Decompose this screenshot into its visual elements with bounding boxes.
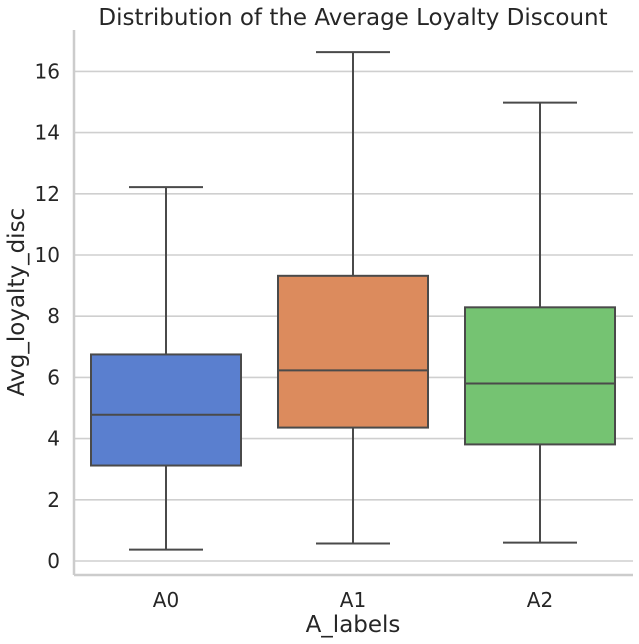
iqr-box [277, 274, 429, 429]
iqr-box [90, 353, 242, 467]
y-tick-label: 16 [35, 59, 60, 83]
x-tick-label: A2 [527, 588, 553, 612]
y-tick-label: 10 [35, 243, 60, 267]
x-tick-label: A0 [153, 588, 179, 612]
x-tick-labels: A0 A1 A2 [153, 588, 553, 612]
box-A0 [90, 186, 242, 551]
x-axis-label: A_labels [306, 612, 401, 638]
y-tick-label: 8 [47, 304, 60, 328]
y-tick-label: 2 [47, 488, 60, 512]
y-tick-label: 14 [35, 121, 60, 145]
y-tick-label: 4 [47, 427, 60, 451]
y-tick-label: 0 [47, 549, 60, 573]
box-A2 [464, 101, 616, 544]
box-A1 [277, 51, 429, 545]
y-axis-label: Avg_loyalty_disc [4, 208, 30, 396]
boxes [90, 51, 616, 551]
y-tick-label: 6 [47, 365, 60, 389]
chart-title: Distribution of the Average Loyalty Disc… [98, 5, 607, 31]
x-tick-label: A1 [340, 588, 366, 612]
y-tick-labels: 0 2 4 6 8 10 12 14 16 [35, 59, 60, 573]
axes [72, 30, 633, 577]
y-tick-label: 12 [35, 182, 60, 206]
iqr-box [464, 306, 616, 446]
